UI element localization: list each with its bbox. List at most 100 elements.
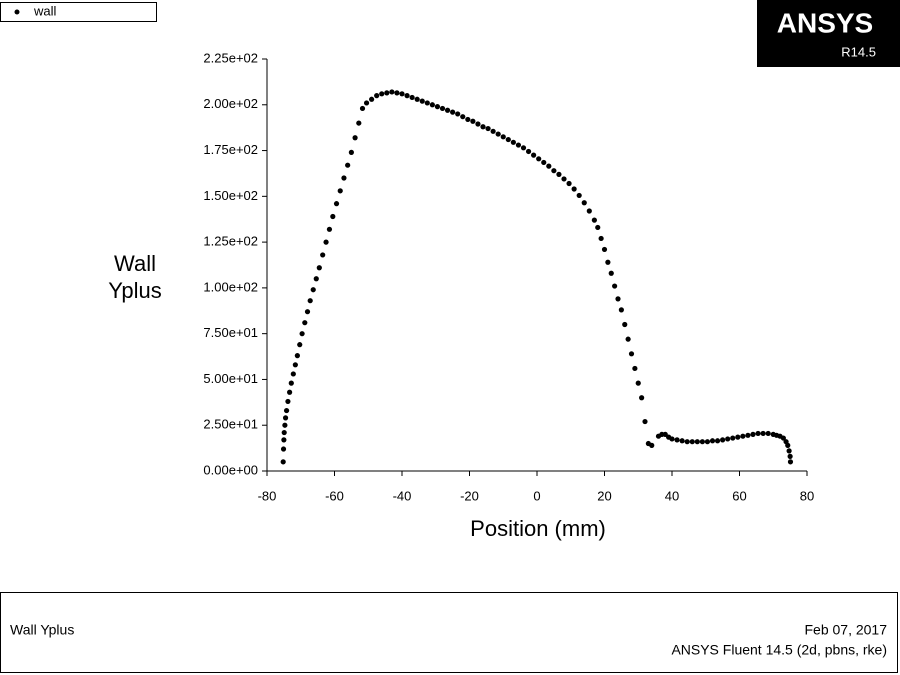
point — [485, 125, 491, 132]
point — [379, 91, 385, 97]
point — [310, 287, 316, 293]
point — [419, 98, 425, 104]
logo-box — [757, 0, 900, 67]
point — [649, 442, 655, 448]
y-tick-label: 1.00e+02 — [203, 279, 258, 294]
x-tick-label: 40 — [665, 488, 679, 503]
point — [505, 136, 511, 143]
point — [765, 430, 771, 437]
x-tick-label: 60 — [732, 488, 746, 503]
point — [414, 96, 420, 102]
point — [475, 121, 481, 127]
y-axis-label: Yplus — [108, 278, 161, 303]
point — [525, 148, 532, 155]
point — [369, 96, 375, 102]
point — [333, 201, 340, 207]
point — [490, 128, 496, 134]
point — [704, 439, 711, 445]
point — [787, 453, 793, 459]
point — [455, 111, 461, 117]
x-tick-label: 0 — [533, 488, 540, 503]
point — [699, 439, 705, 445]
point — [740, 433, 746, 439]
footer-box — [0, 592, 898, 673]
point — [323, 239, 329, 245]
point — [622, 321, 628, 328]
point — [280, 459, 286, 465]
point — [348, 149, 354, 155]
point — [669, 436, 675, 442]
footer-title: Wall Yplus — [10, 622, 74, 638]
y-tick-label: 1.25e+02 — [203, 234, 258, 249]
point — [674, 437, 680, 443]
point — [787, 459, 794, 465]
point — [714, 438, 721, 444]
point — [536, 156, 542, 162]
x-tick-label: 20 — [597, 488, 611, 503]
x-tick-label: -60 — [325, 488, 344, 503]
point — [299, 331, 305, 337]
point — [282, 422, 288, 428]
point — [531, 152, 537, 158]
point — [297, 342, 303, 348]
point — [679, 438, 685, 444]
point — [389, 89, 395, 95]
point — [374, 93, 380, 99]
point — [294, 353, 300, 359]
point — [556, 171, 562, 177]
point — [450, 109, 456, 115]
point — [576, 192, 582, 199]
y-tick-label: 1.50e+02 — [203, 188, 258, 203]
point — [285, 398, 291, 405]
point — [566, 180, 572, 187]
point — [444, 107, 451, 113]
point — [608, 270, 614, 276]
point — [551, 168, 557, 174]
point — [465, 116, 471, 123]
point — [780, 435, 786, 441]
point — [292, 362, 298, 368]
x-tick-label: -80 — [258, 488, 277, 503]
point — [290, 371, 296, 377]
logo-name: ANSYS — [777, 7, 873, 38]
point — [541, 159, 547, 166]
point — [735, 434, 741, 440]
point — [689, 439, 695, 445]
y-axis-label: Wall — [114, 251, 156, 276]
point — [615, 296, 621, 302]
point — [460, 114, 466, 120]
y-tick-label: 2.50e+01 — [203, 417, 258, 432]
point — [424, 100, 430, 106]
point — [313, 276, 319, 282]
footer-date: Feb 07, 2017 — [804, 622, 887, 638]
point — [287, 389, 293, 395]
point — [694, 439, 700, 445]
point — [363, 100, 370, 106]
point — [326, 226, 333, 232]
point — [409, 94, 415, 101]
point — [730, 435, 736, 441]
point — [304, 309, 311, 315]
point — [561, 176, 567, 182]
point — [283, 407, 290, 414]
point — [760, 430, 766, 437]
point — [571, 186, 577, 192]
y-tick-label: 2.25e+02 — [203, 50, 258, 65]
point — [612, 283, 618, 289]
point — [281, 437, 287, 443]
point — [434, 104, 441, 110]
point — [605, 259, 611, 265]
point — [755, 430, 761, 437]
point — [595, 224, 601, 231]
legend-box — [0, 2, 157, 22]
point — [359, 105, 366, 112]
point — [352, 135, 358, 141]
point — [750, 431, 756, 437]
point — [394, 90, 400, 96]
point — [520, 145, 527, 151]
point — [720, 437, 726, 443]
point — [345, 162, 351, 168]
point — [404, 93, 410, 99]
y-tick-label: 5.00e+01 — [203, 371, 258, 386]
point — [320, 252, 326, 258]
